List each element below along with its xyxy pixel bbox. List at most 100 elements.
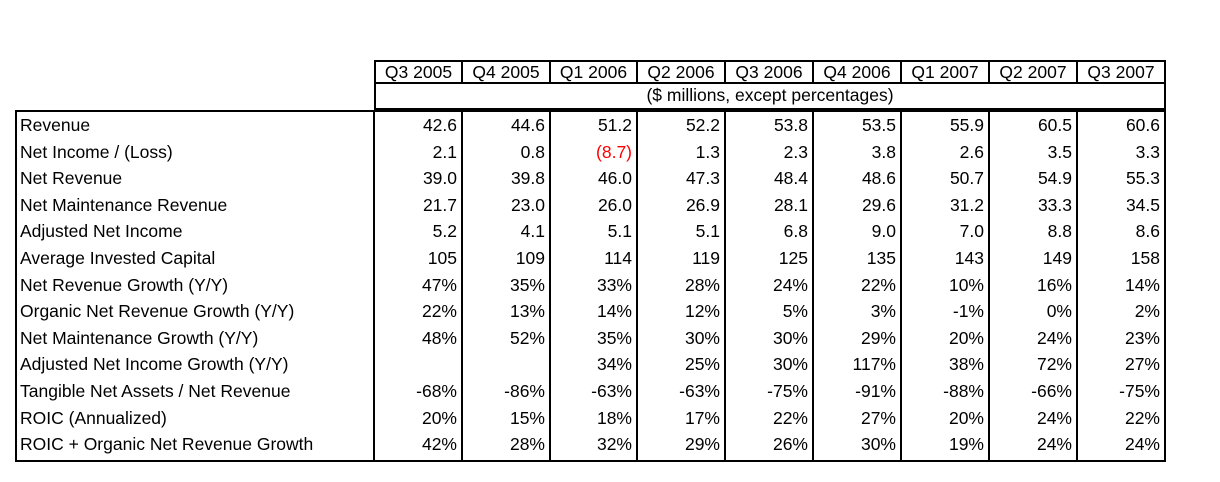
table-cell: 10%: [948, 274, 984, 295]
table-cell: 30%: [684, 327, 720, 348]
table-cell: [374, 351, 457, 378]
table-cell: 5.1: [695, 221, 720, 242]
table-cell: 50.7: [949, 168, 984, 189]
table-cell: 42%: [421, 434, 457, 455]
row-label: ROIC (Annualized): [20, 407, 167, 428]
table-cell: 60.5: [1037, 115, 1072, 135]
table-cell: 48.6: [861, 168, 896, 189]
table-cell: 105: [427, 248, 457, 268]
table-cell: 48%: [421, 327, 457, 348]
table-cell: 22%: [421, 301, 457, 322]
table-cell: 5.2: [432, 221, 457, 242]
table-cell: 15%: [509, 407, 545, 428]
table-cell: 51.2: [597, 115, 632, 135]
table-cell: 119: [692, 248, 720, 268]
table-cell: 30%: [772, 354, 808, 375]
row-label: Tangible Net Assets / Net Revenue: [20, 381, 291, 401]
table-cell: 1.3: [695, 141, 720, 162]
table-cell: 26.0: [597, 194, 632, 215]
table-cell: 55.9: [949, 115, 984, 135]
table-cell: -88%: [943, 381, 984, 401]
value-column: 51.2 (8.7) 46.0 26.0 5.1 114 33% 14% 35% 34% -63% 1…: [549, 110, 638, 462]
table-cell: 24%: [1124, 434, 1160, 455]
table-cell: 17%: [684, 407, 720, 428]
table-cell: 48.4: [773, 168, 808, 189]
table-cell: -1%: [952, 301, 984, 322]
table-cell: 35%: [596, 327, 632, 348]
row-label: Organic Net Revenue Growth (Y/Y): [20, 301, 295, 322]
table-cell: 34.5: [1125, 194, 1160, 215]
table-cell: 26.9: [685, 194, 720, 215]
row-label: Net Revenue Growth (Y/Y): [20, 274, 229, 295]
table-cell: 19%: [948, 434, 984, 455]
table-cell: 26%: [772, 434, 808, 455]
row-label: Adjusted Net Income Growth (Y/Y): [20, 354, 289, 375]
table-cell: 44.6: [510, 115, 545, 135]
table-cell: 4.1: [520, 221, 545, 242]
table-cell: 7.0: [959, 221, 984, 242]
value-column: 53.8 2.3 48.4 28.1 6.8 125 24% 5% 30% 30% -75% 22% 2…: [724, 110, 814, 462]
table-cell: 29%: [684, 434, 720, 455]
table-cell: 158: [1130, 248, 1160, 268]
table-cell: 2%: [1134, 301, 1160, 322]
table-cell: 33.3: [1037, 194, 1072, 215]
table-cell: 2.6: [959, 141, 984, 162]
column-header: Q3 2006: [724, 60, 814, 84]
column-header: Q1 2007: [900, 60, 990, 84]
row-label: Adjusted Net Income: [20, 221, 183, 242]
column-header: Q3 2007: [1076, 60, 1166, 84]
column-header: Q1 2006: [549, 60, 638, 84]
table-cell: 39.0: [422, 168, 457, 189]
table-cell: 149: [1042, 248, 1072, 268]
table-cell: 33%: [596, 274, 632, 295]
table-cell: [461, 351, 545, 378]
row-label: Revenue: [20, 115, 91, 135]
table-cell: 54.9: [1037, 168, 1072, 189]
table-cell: 14%: [596, 301, 632, 322]
table-cell: 21.7: [422, 194, 457, 215]
table-cell: 60.6: [1125, 115, 1160, 135]
table-cell: 5.1: [607, 221, 632, 242]
table-cell: 0%: [1046, 301, 1072, 322]
table-cell: 27%: [1124, 354, 1160, 375]
table-cell: 8.8: [1047, 221, 1072, 242]
table-cell: 109: [515, 248, 545, 268]
row-label: Net Maintenance Growth (Y/Y): [20, 327, 259, 348]
value-column: 42.6 2.1 39.0 21.7 5.2 105 47% 22% 48% -68% 20% 42%: [374, 110, 463, 462]
table-cell: -75%: [767, 381, 808, 401]
table-cell: 31.2: [949, 194, 984, 215]
column-header: Q4 2005: [461, 60, 551, 84]
table-cell: 16%: [1036, 274, 1072, 295]
table-cell: 47%: [421, 274, 457, 295]
table-cell: 23%: [1124, 327, 1160, 348]
table-cell: 42.6: [422, 115, 457, 135]
value-column: 44.6 0.8 39.8 23.0 4.1 109 35% 13% 52% -86% 15% 28%: [461, 110, 551, 462]
table-cell: 29.6: [861, 194, 896, 215]
table-cell: 38%: [948, 354, 984, 375]
table-cell: 3.3: [1135, 141, 1160, 162]
table-cell: 3.5: [1047, 141, 1072, 162]
row-label: Net Maintenance Revenue: [20, 194, 228, 215]
table-cell: -63%: [591, 381, 632, 401]
table-cell: 28%: [509, 434, 545, 455]
table-cell: 24%: [772, 274, 808, 295]
table-cell: 46.0: [597, 168, 632, 189]
table-cell: 114: [604, 248, 632, 268]
table-cell: 22%: [860, 274, 896, 295]
row-label: Net Income / (Loss): [20, 141, 173, 162]
table-cell: 30%: [860, 434, 896, 455]
table-cell: 39.8: [510, 168, 545, 189]
table-cell: 24%: [1036, 407, 1072, 428]
table-cell: 28.1: [773, 194, 808, 215]
table-cell: -68%: [416, 381, 457, 401]
row-label: Average Invested Capital: [20, 248, 216, 268]
table-cell: 53.5: [861, 115, 896, 135]
table-cell: 13%: [509, 301, 545, 322]
table-cell: 24%: [1036, 434, 1072, 455]
units-note: ($ millions, except percentages): [374, 84, 1166, 110]
table-cell: 72%: [1036, 354, 1072, 375]
column-header: Q2 2006: [636, 60, 726, 84]
table-cell: 143: [954, 248, 984, 268]
table-cell: 28%: [684, 274, 720, 295]
